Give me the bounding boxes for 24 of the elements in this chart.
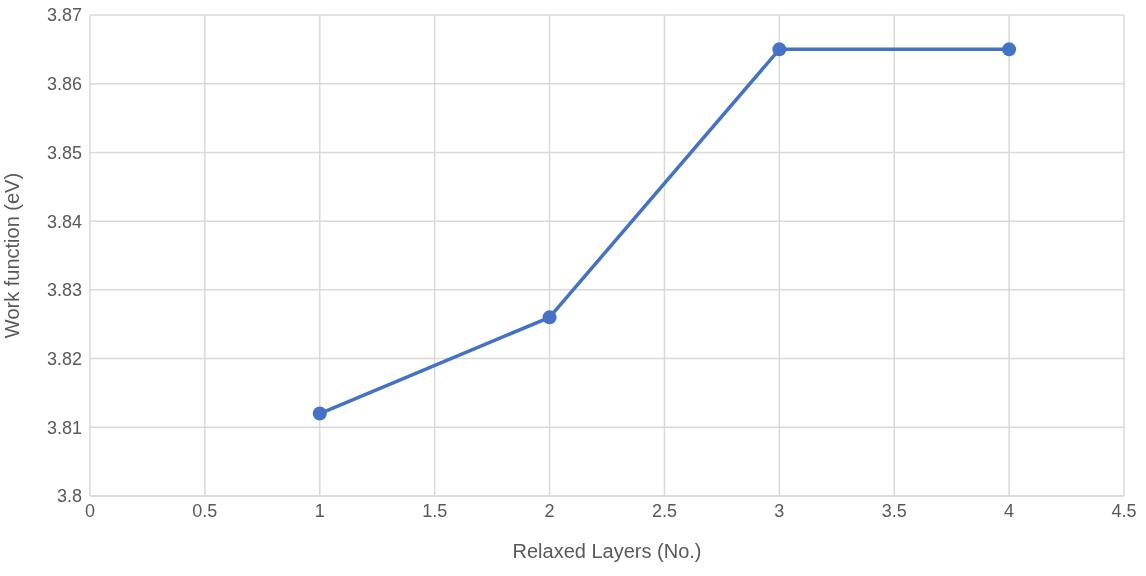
y-tick-label: 3.85	[46, 142, 82, 163]
x-tick-label: 4	[1004, 500, 1015, 521]
y-tick-label: 3.87	[46, 5, 82, 26]
x-tick-label: 0	[84, 500, 96, 521]
y-tick-label: 3.81	[46, 417, 82, 438]
y-tick-label: 3.86	[46, 74, 82, 95]
x-tick-label: 3.5	[881, 500, 907, 521]
y-tick-label: 3.82	[46, 348, 82, 369]
y-tick-label: 3.84	[46, 211, 82, 232]
y-axis-title: Work function (eV)	[1, 172, 24, 339]
y-tick-label: 3.83	[46, 280, 82, 301]
x-tick-label: 2.5	[651, 500, 677, 521]
x-tick-label: 3	[774, 500, 785, 521]
y-tick-label: 3.8	[56, 486, 82, 507]
point	[1002, 42, 1017, 57]
x-tick-label: 1.5	[422, 500, 448, 521]
x-tick-label: 2	[544, 500, 555, 521]
x-axis-title: Relaxed Layers (No.)	[512, 540, 702, 562]
point	[312, 406, 327, 421]
x-tick-label: 4.5	[1111, 500, 1137, 521]
x-tick-label: 1	[314, 500, 325, 521]
point	[542, 310, 557, 325]
x-tick-label: 0.5	[192, 500, 218, 521]
point	[772, 42, 787, 57]
